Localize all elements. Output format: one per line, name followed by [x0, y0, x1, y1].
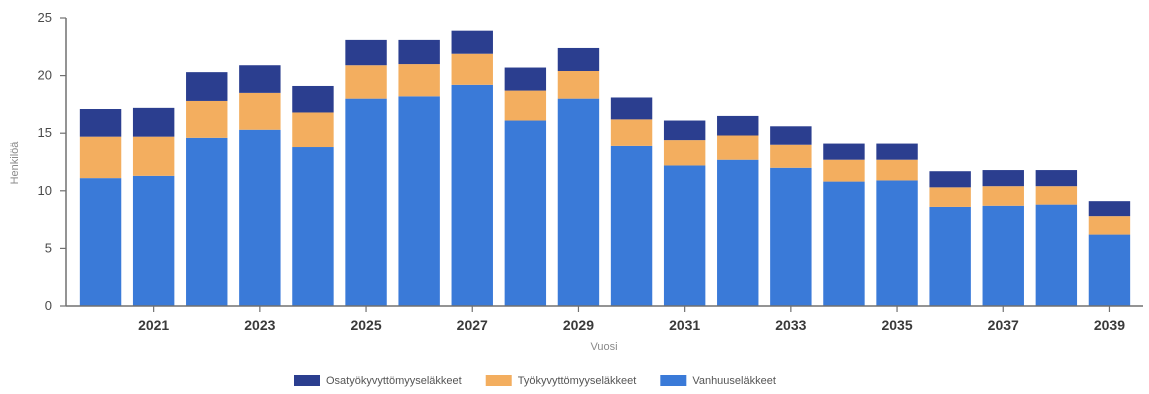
bar-segment	[451, 53, 493, 85]
bar-segment	[79, 109, 122, 137]
bar-segment	[610, 119, 653, 146]
x-axis-ticks: 2021 2023 2025 2027 2029 2031 2033 2035 2037 2039	[138, 306, 1125, 333]
bar-segment	[663, 120, 706, 141]
x-tick-label: 2033	[775, 317, 806, 333]
bar-segment	[504, 90, 547, 121]
bar-segment	[345, 98, 387, 306]
legend-label: Vanhuuseläkkeet	[692, 375, 776, 387]
x-tick-label: 2025	[350, 317, 381, 333]
bar-segment	[451, 84, 493, 306]
y-axis-ticks: 0 5 10 15 20 25	[38, 10, 66, 313]
x-tick-label: 2027	[457, 317, 488, 333]
bar-segment	[1035, 170, 1078, 187]
bar-segment	[823, 159, 865, 182]
bar-segment	[717, 159, 759, 306]
legend: Osatyökyvyttömyyseläkkeet Työkyvyttömyyse…	[294, 375, 776, 387]
bar-segment	[504, 120, 547, 306]
bar-segment	[929, 206, 971, 306]
bar-segment	[663, 165, 706, 306]
bar-segment	[186, 137, 228, 306]
bar-segment	[1088, 201, 1131, 217]
bar-segment	[79, 178, 122, 306]
legend-label: Osatyökyvyttömyyseläkkeet	[326, 375, 462, 387]
bar-segment	[398, 96, 440, 306]
y-tick-label: 10	[38, 183, 52, 198]
bar-segment	[132, 136, 175, 176]
bar-segment	[132, 107, 175, 137]
x-tick-label: 2029	[563, 317, 594, 333]
bar-segment	[1035, 186, 1078, 205]
bar-segment	[186, 100, 228, 138]
bar-segment	[982, 170, 1024, 187]
y-tick-label: 0	[45, 298, 52, 313]
bar-segment	[557, 98, 600, 306]
bar-segment	[929, 187, 971, 207]
bar-segment	[451, 30, 493, 54]
legend-swatch	[294, 375, 320, 386]
bar-segment	[1088, 234, 1131, 306]
x-tick-label: 2021	[138, 317, 169, 333]
bar-segment	[239, 129, 281, 306]
y-tick-label: 25	[38, 10, 52, 25]
bar-segment	[717, 135, 759, 160]
bar-segment	[876, 143, 918, 160]
bar-segment	[1035, 204, 1078, 306]
bar-segment	[1088, 216, 1131, 235]
bar-segment	[982, 205, 1024, 306]
bars	[79, 30, 1131, 306]
bar-segment	[717, 115, 759, 136]
bar-segment	[186, 72, 228, 101]
bar-segment	[823, 143, 865, 160]
bar-segment	[79, 136, 122, 179]
bar-segment	[292, 147, 334, 306]
bar-segment	[239, 92, 281, 130]
bar-segment	[663, 140, 706, 166]
x-tick-label: 2035	[881, 317, 912, 333]
legend-label: Työkyvyttömyyseläkkeet	[518, 375, 637, 387]
bar-segment	[610, 145, 653, 306]
x-axis-title: Vuosi	[590, 341, 617, 353]
bar-segment	[610, 97, 653, 120]
bar-segment	[132, 175, 175, 306]
bar-segment	[770, 144, 812, 168]
bar-segment	[398, 39, 440, 65]
y-tick-label: 5	[45, 240, 52, 255]
bar-segment	[770, 167, 812, 306]
y-tick-label: 15	[38, 125, 52, 140]
bar-segment	[398, 64, 440, 97]
bar-segment	[823, 181, 865, 306]
bar-segment	[504, 67, 547, 91]
x-tick-label: 2023	[244, 317, 275, 333]
bar-segment	[292, 112, 334, 148]
x-tick-label: 2031	[669, 317, 700, 333]
bar-segment	[557, 47, 600, 71]
bar-segment	[876, 180, 918, 306]
bar-segment	[557, 70, 600, 99]
legend-swatch	[660, 375, 687, 386]
bar-segment	[929, 171, 971, 188]
y-axis-title: Henkilöä	[9, 141, 21, 185]
bar-segment	[239, 65, 281, 93]
bar-segment	[770, 126, 812, 145]
y-tick-label: 20	[38, 68, 52, 83]
legend-swatch	[485, 375, 512, 386]
bar-segment	[345, 65, 387, 99]
x-tick-label: 2037	[988, 317, 1019, 333]
bar-segment	[876, 159, 918, 181]
bar-segment	[345, 39, 387, 66]
bar-segment	[982, 186, 1024, 206]
x-tick-label: 2039	[1094, 317, 1125, 333]
bar-segment	[292, 85, 334, 113]
